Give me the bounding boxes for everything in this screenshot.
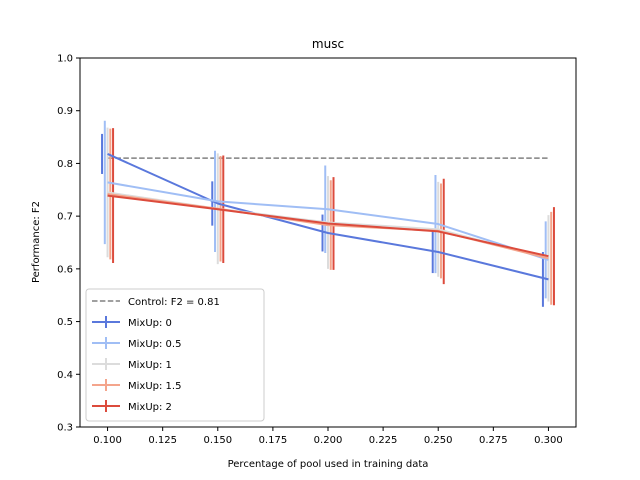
- legend-label: MixUp: 1.5: [128, 381, 181, 392]
- series-line: [107, 153, 549, 281]
- x-tick-label: 0.150: [203, 435, 232, 446]
- y-axis-label: Performance: F2: [31, 201, 42, 283]
- y-tick-label: 0.5: [57, 317, 73, 328]
- x-tick-label: 0.225: [369, 435, 398, 446]
- x-tick-label: 0.200: [314, 435, 343, 446]
- y-tick-label: 0.9: [57, 106, 73, 117]
- x-tick-label: 0.175: [259, 435, 288, 446]
- legend: Control: F2 = 0.81 MixUp: 0 MixUp: 0.5 MixU…: [85, 288, 265, 422]
- legend-box: [85, 288, 265, 422]
- x-tick-label: 0.100: [93, 435, 122, 446]
- y-tick-label: 0.8: [57, 159, 73, 170]
- y-tick-label: 0.7: [57, 212, 73, 223]
- legend-label: MixUp: 1: [128, 360, 172, 371]
- legend-entry: MixUp: 0.5: [92, 337, 181, 350]
- y-tick-label: 0.4: [57, 370, 73, 381]
- legend-entry: MixUp: 2: [92, 400, 172, 413]
- x-tick-label: 0.250: [424, 435, 453, 446]
- legend-entry: MixUp: 1: [92, 358, 172, 371]
- y-tick-label: 1.0: [57, 54, 73, 65]
- chart-title: musc: [312, 37, 344, 51]
- plot-area: [79, 57, 577, 428]
- y-tick-label: 0.3: [57, 423, 73, 434]
- legend-entry: Control: F2 = 0.81: [92, 297, 220, 308]
- legend-label: Control: F2 = 0.81: [128, 297, 220, 308]
- x-tick-label: 0.275: [479, 435, 508, 446]
- axis-ticks: 0.100 0.125 0.150 0.175 0.200 0.225 0.250 0.275…: [57, 54, 563, 447]
- x-tick-label: 0.300: [534, 435, 563, 446]
- legend-label: MixUp: 0: [128, 318, 172, 329]
- legend-entry: MixUp: 1.5: [92, 379, 181, 392]
- x-tick-label: 0.125: [148, 435, 177, 446]
- legend-label: MixUp: 0.5: [128, 339, 181, 350]
- x-axis-label: Percentage of pool used in training data: [228, 459, 429, 470]
- series-line: [107, 194, 549, 258]
- legend-entry: MixUp: 0: [92, 316, 172, 329]
- series-line: [107, 181, 549, 261]
- y-tick-label: 0.6: [57, 264, 73, 275]
- legend-label: MixUp: 2: [128, 402, 172, 413]
